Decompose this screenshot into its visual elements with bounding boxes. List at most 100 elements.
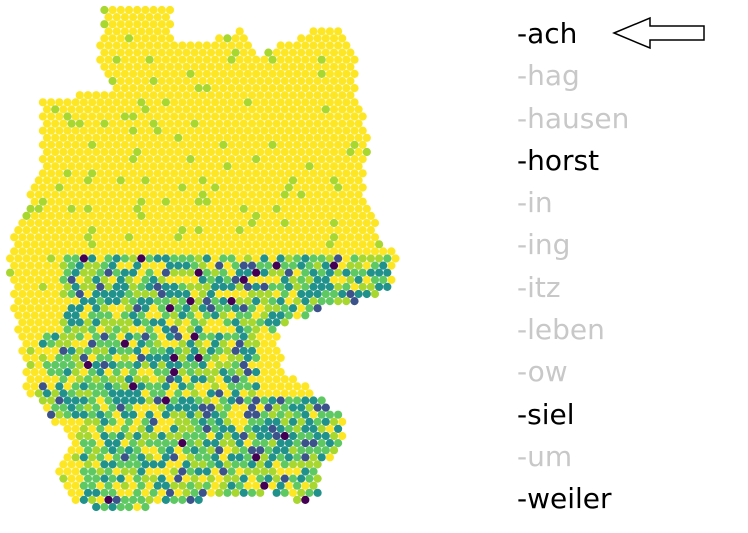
map-hex-cell bbox=[79, 211, 88, 220]
map-hex-cell bbox=[206, 332, 216, 341]
map-hex-cell bbox=[42, 119, 52, 128]
map-hex-cell bbox=[67, 488, 76, 497]
suffix-item[interactable]: -horst bbox=[517, 143, 600, 177]
map-hex-cell bbox=[26, 275, 35, 284]
map-hex-cell bbox=[198, 233, 207, 242]
map-hex-cell bbox=[194, 183, 203, 192]
map-hex-cell bbox=[252, 439, 261, 448]
map-hex-cell bbox=[317, 424, 326, 433]
map-hex-cell bbox=[108, 105, 117, 114]
suffix-item[interactable]: -um bbox=[517, 439, 573, 473]
map-hex-cell bbox=[301, 481, 310, 490]
suffix-item[interactable]: -ow bbox=[517, 355, 568, 389]
map-hex-cell bbox=[124, 360, 134, 370]
map-hex-cell bbox=[14, 268, 23, 277]
map-hex-cell bbox=[34, 176, 43, 185]
map-hex-cell bbox=[129, 126, 138, 135]
map-hex-cell bbox=[358, 140, 367, 149]
suffix-item[interactable]: -ing bbox=[517, 228, 571, 262]
map-hex-cell bbox=[174, 91, 183, 100]
map-hex-cell bbox=[268, 282, 277, 291]
map-hex-cell bbox=[206, 147, 216, 157]
suffix-item[interactable]: -siel bbox=[517, 397, 575, 431]
map-hex-cell bbox=[153, 495, 162, 504]
map-hex-cell bbox=[342, 155, 351, 164]
map-hex-cell bbox=[260, 211, 269, 220]
map-hex-cell bbox=[174, 403, 183, 412]
suffix-item[interactable]: -leben bbox=[517, 313, 605, 347]
map-hex-cell bbox=[297, 147, 306, 157]
map-hex-cell bbox=[338, 76, 347, 86]
map-hex-cell bbox=[198, 76, 207, 86]
map-hex-cell bbox=[243, 382, 252, 391]
map-hex-cell bbox=[67, 318, 76, 327]
map-hex-cell bbox=[129, 368, 138, 377]
map-hex-cell bbox=[264, 119, 273, 128]
map-hex-cell bbox=[223, 346, 232, 355]
map-hex-cell bbox=[38, 98, 48, 107]
map-hex-cell bbox=[215, 332, 224, 341]
map-hex-cell bbox=[231, 176, 240, 185]
map-hex-cell bbox=[293, 41, 302, 50]
map-hex-cell bbox=[157, 5, 166, 15]
map-hex-cell bbox=[211, 240, 220, 249]
map-hex-cell bbox=[34, 261, 43, 270]
map-hex-cell bbox=[22, 325, 31, 334]
map-hex-cell bbox=[63, 311, 72, 320]
map-hex-cell bbox=[165, 460, 175, 469]
map-hex-cell bbox=[239, 147, 248, 157]
map-hex-cell bbox=[88, 140, 97, 149]
map-hex-cell bbox=[297, 261, 306, 270]
suffix-item[interactable]: -itz bbox=[517, 270, 561, 304]
map-hex-cell bbox=[38, 254, 48, 263]
map-hex-cell bbox=[317, 268, 326, 277]
map-hex-cell bbox=[67, 446, 76, 455]
map-hex-cell bbox=[293, 197, 302, 206]
map-hex-cell bbox=[108, 360, 117, 370]
map-hex-cell bbox=[59, 204, 68, 213]
map-hex-cell bbox=[108, 76, 117, 86]
map-hex-cell bbox=[260, 197, 269, 206]
map-hex-cell bbox=[297, 289, 306, 299]
map-hex-cell bbox=[170, 297, 179, 306]
map-hex-cell bbox=[206, 346, 216, 355]
map-hex-cell bbox=[354, 275, 363, 284]
map-hex-cell bbox=[366, 226, 375, 235]
map-hex-cell bbox=[239, 318, 248, 327]
map-hex-cell bbox=[124, 502, 134, 512]
map-hex-cell bbox=[350, 84, 359, 93]
map-hex-cell bbox=[34, 389, 43, 398]
map-hex-cell bbox=[211, 311, 220, 320]
map-hex-cell bbox=[47, 226, 56, 235]
map-hex-cell bbox=[305, 91, 314, 100]
map-hex-cell bbox=[182, 360, 191, 370]
suffix-item[interactable]: -hag bbox=[517, 59, 580, 93]
map-hex-cell bbox=[170, 453, 179, 462]
map-hex-cell bbox=[329, 261, 339, 270]
map-hex-cell bbox=[129, 140, 138, 149]
map-hex-cell bbox=[243, 268, 252, 277]
map-hex-cell bbox=[309, 254, 318, 263]
map-hex-cell bbox=[38, 268, 48, 277]
map-hex-cell bbox=[14, 282, 23, 291]
map-hex-cell bbox=[206, 91, 216, 100]
map-hex-cell bbox=[178, 495, 187, 504]
map-hex-cell bbox=[252, 353, 261, 362]
suffix-item[interactable]: -in bbox=[517, 186, 553, 220]
map-hex-cell bbox=[211, 368, 220, 377]
map-hex-cell bbox=[182, 147, 191, 157]
map-hex-cell bbox=[96, 353, 105, 362]
suffix-item[interactable]: -hausen bbox=[517, 101, 630, 135]
suffix-item[interactable]: -ach bbox=[517, 17, 578, 50]
map-hex-cell bbox=[186, 325, 195, 334]
map-hex-cell bbox=[239, 133, 248, 142]
map-hex-cell bbox=[247, 204, 257, 213]
map-hex-cell bbox=[223, 119, 232, 128]
map-hex-cell bbox=[313, 460, 322, 469]
map-hex-cell bbox=[178, 311, 187, 320]
map-hex-cell bbox=[272, 403, 281, 412]
map-hex-cell bbox=[71, 453, 80, 462]
map-hex-cell bbox=[288, 275, 298, 284]
suffix-item[interactable]: -weiler bbox=[517, 482, 612, 516]
map-hex-cell bbox=[149, 119, 158, 128]
